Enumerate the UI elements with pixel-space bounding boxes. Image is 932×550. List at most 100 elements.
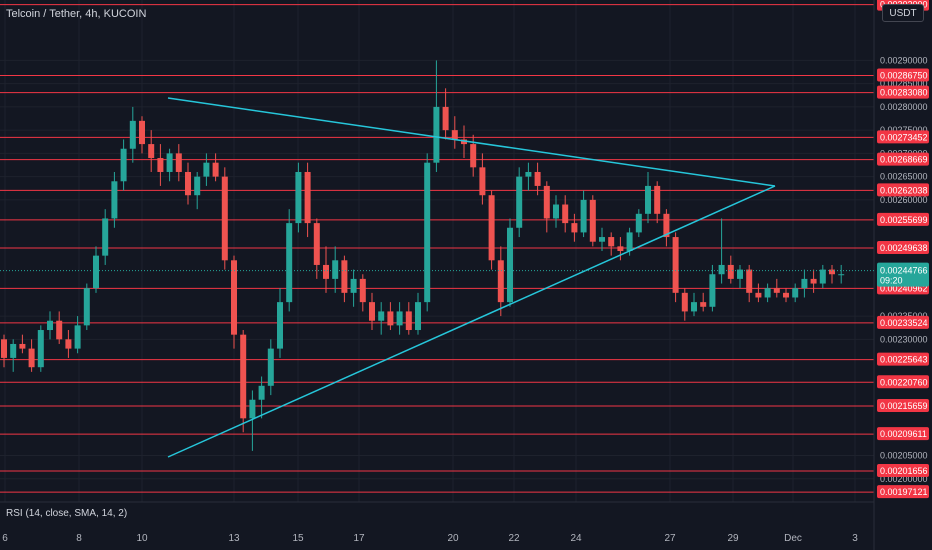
trendline-lower	[167, 185, 776, 458]
price-level-label: 0.00201656	[880, 466, 928, 476]
candle-body	[571, 223, 578, 233]
price-level-label: 0.00215659	[880, 401, 928, 411]
price-level-tag	[877, 398, 929, 412]
candle-body	[129, 120, 136, 149]
candle-body	[37, 330, 44, 368]
currency-selector[interactable]: USDT	[882, 4, 924, 22]
candle-body	[700, 302, 707, 307]
price-level-tag	[877, 130, 929, 144]
candle-body	[589, 199, 596, 242]
price-tick-label: 0.00205000	[880, 451, 928, 461]
candle-body	[727, 264, 734, 279]
candle-body	[470, 144, 477, 168]
candle-body	[194, 176, 201, 196]
candle-body	[461, 139, 467, 145]
price-tick-label: 0.00290000	[880, 55, 928, 65]
price-level-tag	[877, 375, 929, 389]
candle-body	[111, 181, 118, 219]
candle-body	[654, 185, 661, 214]
price-level-tag	[877, 315, 929, 329]
candle-body	[635, 213, 642, 233]
price-level-tag	[877, 212, 929, 226]
candle-body	[645, 185, 651, 214]
candle-body	[773, 288, 780, 293]
price-level-tag	[877, 152, 929, 166]
candle-body	[56, 320, 63, 340]
time-axis: 6 8 10 13 15 17 20 22 24 27 29 Dec 3	[0, 501, 874, 544]
candle-body	[516, 176, 523, 228]
candle-body	[65, 339, 72, 349]
candle-body	[507, 227, 513, 303]
candle-body	[608, 237, 615, 247]
time-tick-label: 8	[76, 533, 82, 544]
candle-body	[746, 269, 753, 293]
candle-body	[663, 213, 670, 238]
candle-body	[313, 223, 320, 265]
candle-body	[792, 288, 799, 298]
candle-body	[102, 218, 109, 256]
price-level-tag	[877, 241, 929, 255]
price-tick-label: 0.00200000	[880, 474, 928, 484]
price-level-tag	[877, 352, 929, 366]
candle-body	[718, 264, 725, 275]
trendlines	[167, 97, 776, 458]
price-tick-label: 0.00230000	[880, 334, 928, 344]
candle-body	[249, 399, 256, 419]
time-tick-label: 13	[228, 533, 240, 544]
candle-body	[369, 302, 375, 321]
last-price-label: 0.00244766	[880, 266, 928, 276]
price-level-label: 0.00225643	[880, 355, 928, 365]
candle-body	[148, 144, 155, 159]
rsi-indicator-label[interactable]: RSI (14, close, SMA, 14, 2)	[6, 508, 128, 519]
symbol-title: Telcoin / Tether, 4h, KUCOIN	[6, 8, 147, 20]
candle-body	[221, 176, 228, 261]
price-level-label: 0.00283080	[880, 88, 928, 98]
candle-body	[341, 260, 348, 293]
candle-body	[295, 171, 302, 224]
candle-body	[359, 278, 366, 303]
candle-body	[28, 348, 35, 368]
trendline-upper	[167, 97, 776, 187]
candle-body	[497, 260, 504, 303]
candle-body	[304, 171, 311, 224]
candle-body	[433, 106, 440, 163]
candle-body	[755, 292, 762, 298]
grid-lines	[0, 0, 874, 502]
price-level-label: 0.00249638	[880, 243, 928, 253]
price-tick-label: 0.00265000	[880, 172, 928, 182]
candle-body	[240, 334, 247, 419]
candle-body	[387, 311, 394, 326]
candle-body	[829, 269, 835, 275]
candle-body	[166, 153, 173, 172]
price-level-label: 0.00268669	[880, 155, 928, 165]
candle-body	[1, 339, 7, 358]
candle-body	[764, 288, 771, 298]
price-level-tag	[877, 68, 929, 82]
time-tick-label: 22	[508, 533, 520, 544]
candle-body	[267, 348, 274, 386]
time-tick-label: 15	[292, 533, 304, 544]
candle-body	[810, 278, 817, 284]
price-level-label: 0.00255699	[880, 215, 928, 225]
time-tick-label: 10	[136, 533, 148, 544]
candle-body	[277, 302, 283, 349]
candle-body	[139, 120, 145, 145]
candle-body	[424, 162, 431, 303]
candle-body	[286, 223, 293, 303]
candle-body	[175, 153, 182, 172]
candle-body	[47, 320, 53, 331]
candle-body	[157, 158, 164, 172]
price-level-label: 0.00262038	[880, 185, 928, 195]
candle-body	[553, 204, 559, 219]
time-tick-label: Dec	[784, 533, 802, 544]
candle-body	[231, 260, 237, 335]
time-tick-label: 20	[447, 533, 459, 544]
candle-body	[681, 292, 688, 312]
candle-body	[10, 343, 17, 358]
price-level-tag	[877, 427, 929, 441]
time-tick-label: 3	[852, 533, 858, 544]
candle-body	[323, 264, 329, 279]
price-level-label: 0.00209611	[880, 429, 927, 439]
